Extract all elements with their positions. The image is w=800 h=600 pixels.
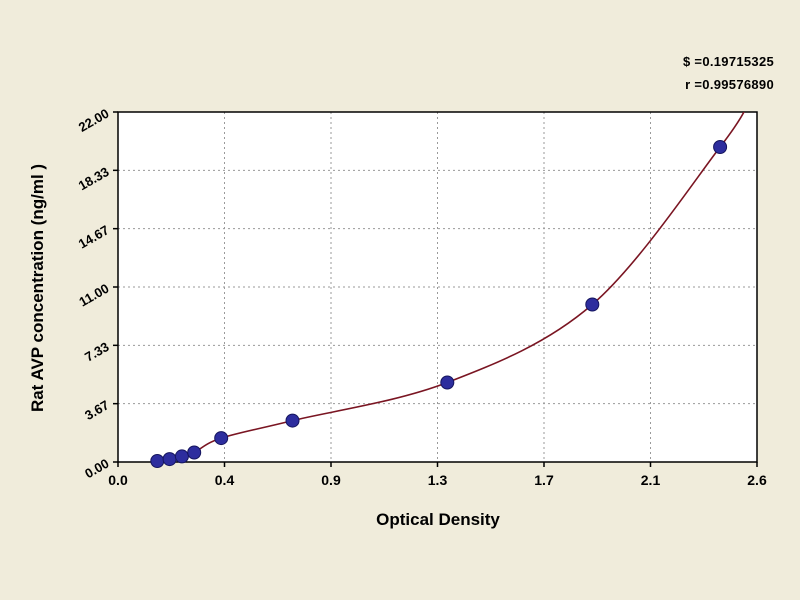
data-point [174,449,189,464]
x-tick-label: 0.4 [215,472,235,488]
y-tick-label: 7.33 [82,339,111,365]
x-tick-label: 0.9 [321,472,341,488]
y-tick-label: 0.00 [82,456,111,482]
y-tick-label: 3.67 [82,397,111,423]
data-point [440,375,455,390]
y-tick-label: 22.00 [76,106,112,135]
x-tick-label: 2.6 [747,472,767,488]
data-point [187,445,202,460]
x-tick-label: 1.7 [534,472,554,488]
stat-s-value: $ =0.19715325 [682,54,774,69]
x-tick-label: 0.0 [108,472,128,488]
data-point [214,431,229,446]
data-point [285,413,300,428]
x-tick-label: 1.3 [428,472,448,488]
data-point [150,454,165,468]
data-point [713,140,728,154]
stat-r-value: r =0.99576890 [685,77,774,92]
y-axis-title: Rat AVP concentration (ng/ml ) [28,163,47,413]
y-tick-label: 11.00 [76,281,111,310]
y-tick-label: 14.67 [76,222,112,251]
data-point [585,297,600,312]
data-point [162,452,177,467]
x-tick-label: 2.1 [641,472,661,488]
fit-statistics: $ =0.19715325 r =0.99576890 [683,50,774,96]
y-tick-label: 18.33 [76,164,112,193]
x-axis-title: Optical Density [376,510,500,529]
